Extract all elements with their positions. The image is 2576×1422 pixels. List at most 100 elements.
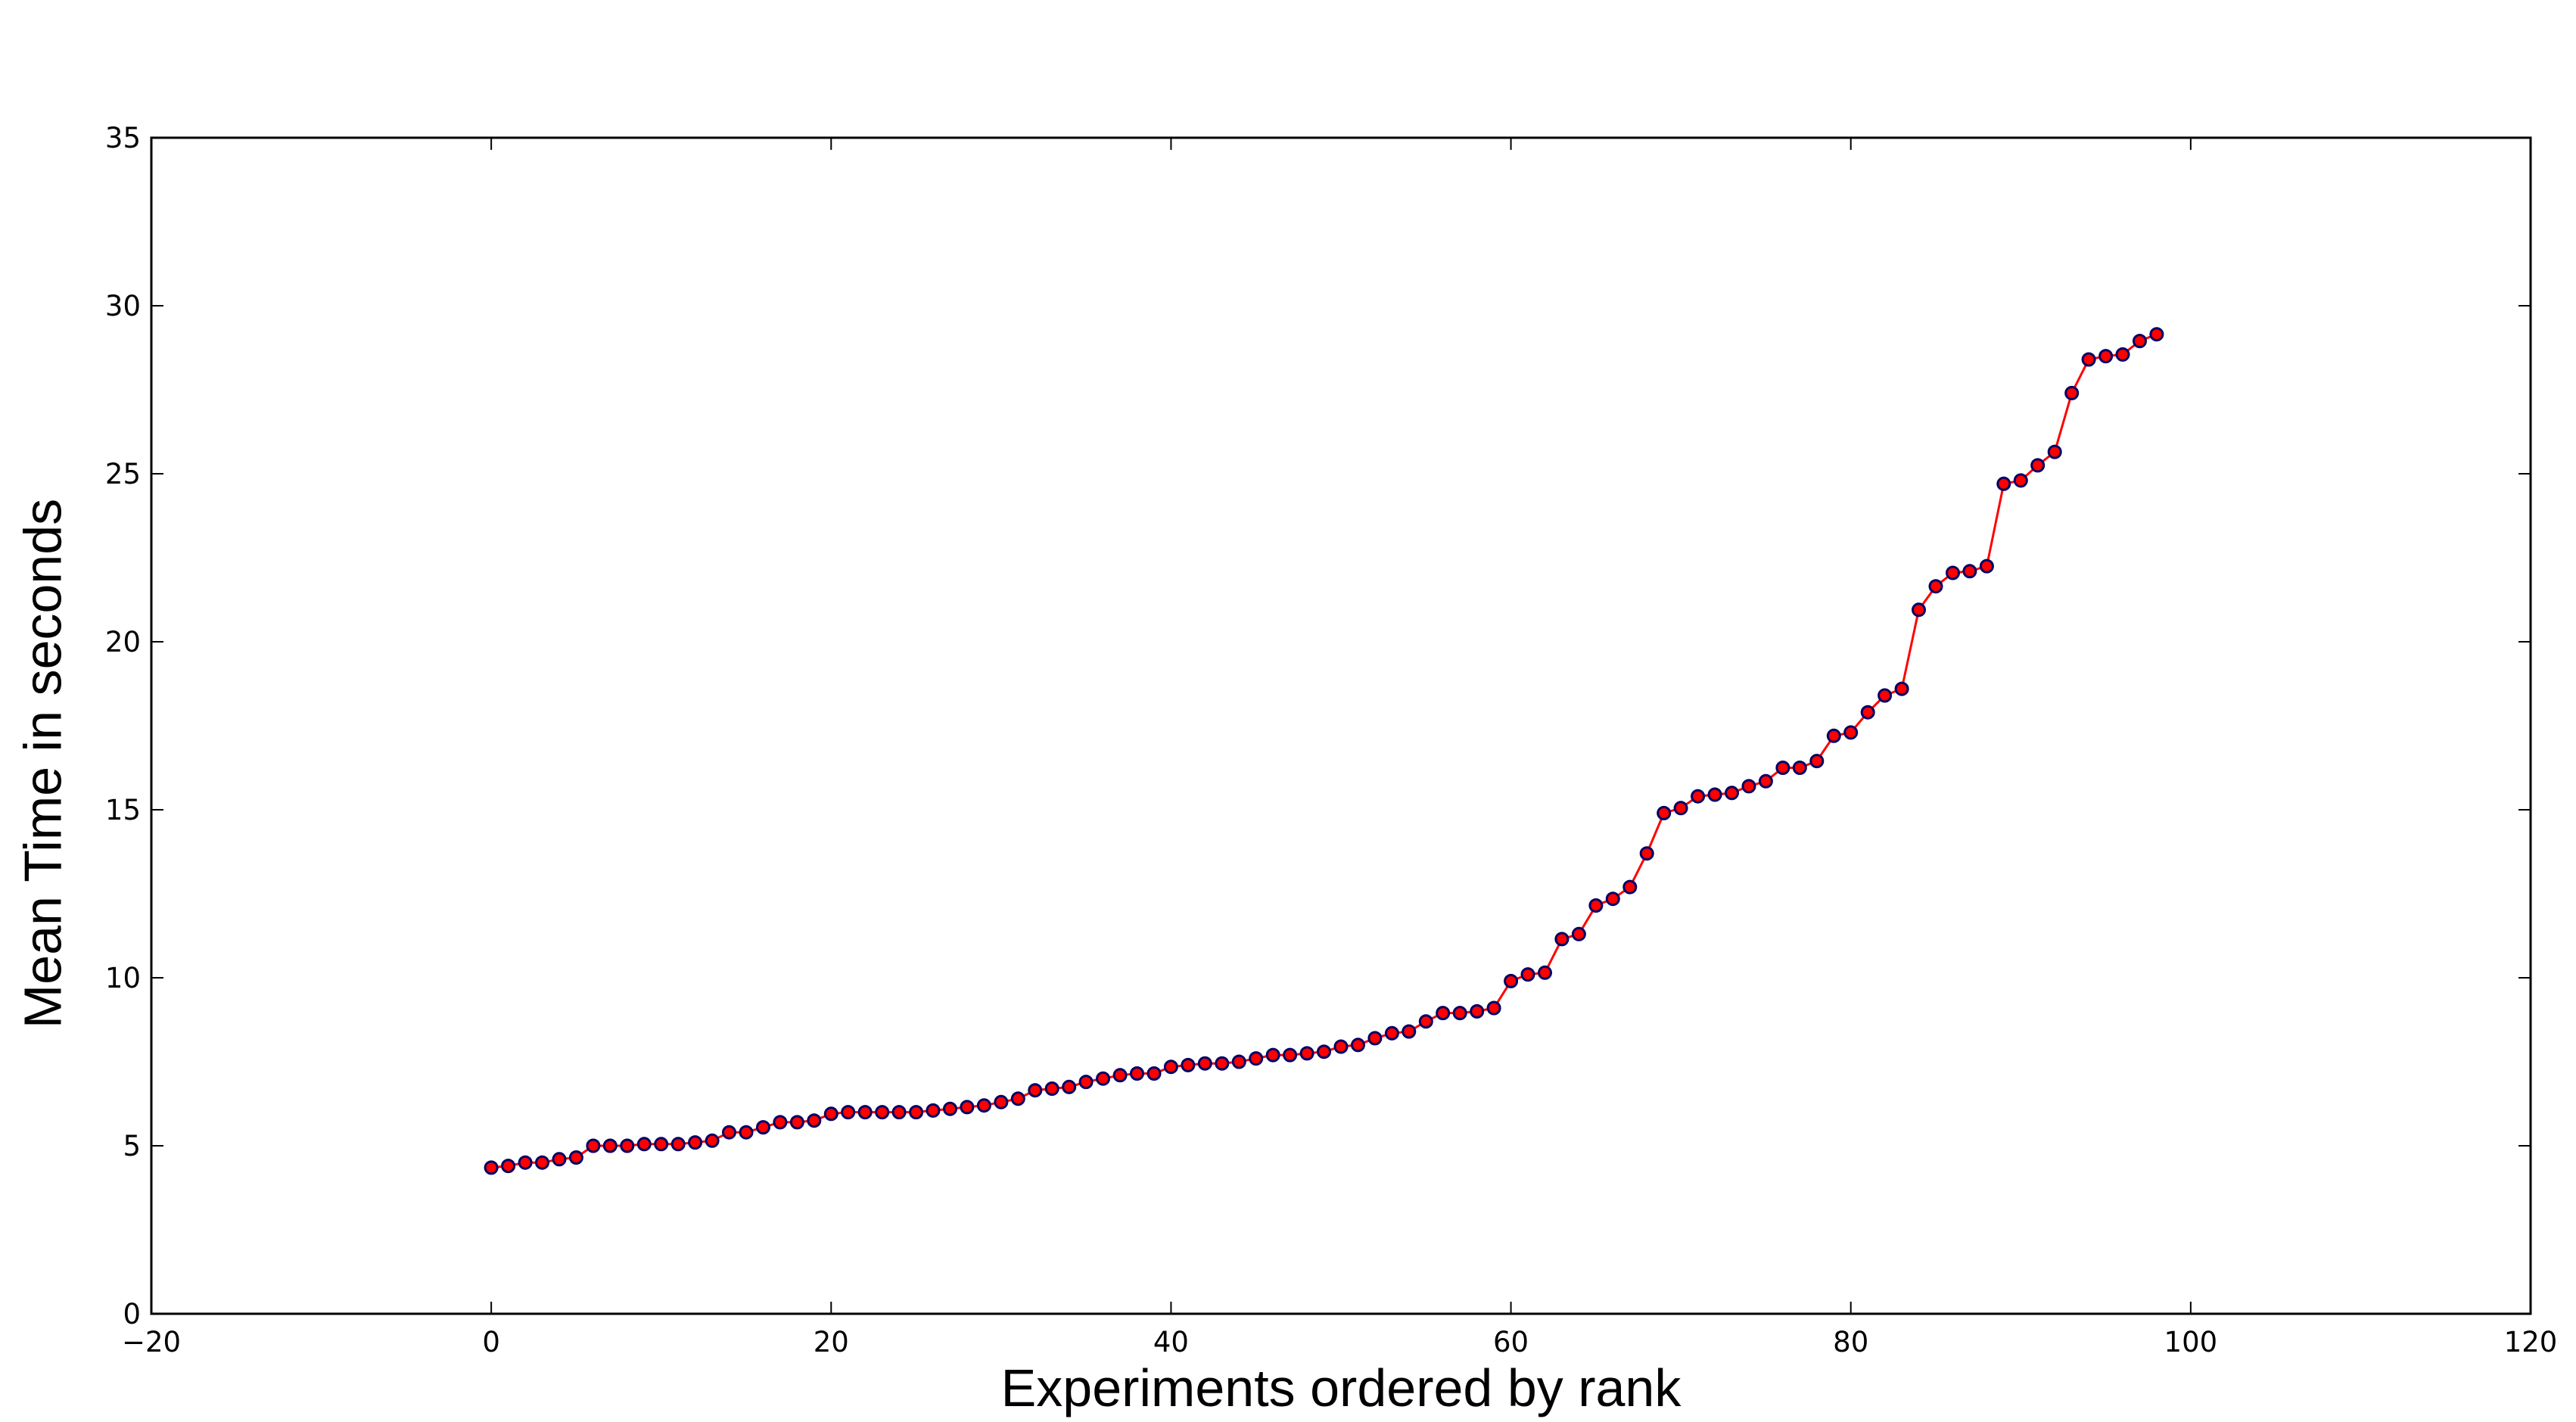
series-layer [484, 327, 2164, 1175]
data-point [2098, 349, 2114, 364]
data-point [2013, 473, 2028, 488]
data-point [773, 1115, 788, 1130]
data-point [535, 1155, 549, 1170]
data-point [1571, 926, 1586, 941]
data-point [1946, 565, 1960, 580]
data-point [823, 1106, 838, 1122]
y-tick-label: 15 [105, 794, 141, 826]
data-point [841, 1105, 856, 1120]
data-point [857, 1105, 873, 1120]
data-point [1130, 1066, 1144, 1081]
data-point [1588, 898, 1604, 913]
data-point [1146, 1066, 1162, 1081]
data-point [586, 1138, 601, 1153]
x-tick-label: 40 [1153, 1326, 1189, 1358]
x-tick-label: 80 [1833, 1326, 1868, 1358]
data-point [1928, 579, 1943, 594]
data-point [1010, 1091, 1025, 1106]
data-point [1317, 1044, 1331, 1059]
data-point [620, 1138, 635, 1153]
data-point [1367, 1031, 1383, 1046]
data-point [976, 1098, 991, 1113]
data-point [1249, 1051, 1264, 1066]
data-point [1418, 1014, 1433, 1029]
data-point [636, 1137, 652, 1152]
x-axis-title: Experiments ordered by rank [1001, 1358, 1682, 1417]
x-tick-label: 60 [1493, 1326, 1529, 1358]
data-point [1452, 1006, 1467, 1021]
data-point [1520, 967, 1535, 982]
data-point [943, 1101, 957, 1116]
data-point [1231, 1054, 1246, 1069]
data-point [1979, 559, 1994, 574]
data-point [1062, 1079, 1077, 1094]
data-point [1402, 1024, 1417, 1039]
data-point [891, 1105, 907, 1120]
plot-frame [150, 136, 2532, 1315]
data-point [1826, 728, 1841, 743]
y-tick-label: 10 [105, 962, 141, 994]
data-point [2047, 444, 2062, 459]
data-point [1673, 801, 1688, 816]
data-point [1283, 1047, 1298, 1063]
data-point [1351, 1038, 1365, 1053]
data-point [670, 1137, 686, 1152]
data-point [1078, 1075, 1094, 1090]
data-point [1912, 602, 1926, 618]
data-point [1163, 1059, 1178, 1075]
data-point [552, 1152, 567, 1167]
data-point [705, 1133, 720, 1148]
data-point [1215, 1056, 1230, 1071]
data-point [1775, 761, 1790, 775]
data-point [909, 1105, 924, 1120]
data-point [807, 1113, 822, 1128]
y-tick-label: 35 [105, 122, 141, 154]
data-point [926, 1103, 941, 1118]
data-point [654, 1137, 669, 1152]
data-point [1299, 1046, 1314, 1061]
data-point [484, 1160, 499, 1175]
data-point [1894, 681, 1909, 696]
data-point [960, 1100, 975, 1115]
data-point [756, 1120, 770, 1135]
data-point [2030, 458, 2046, 473]
y-axis-title: Mean Time in seconds [13, 499, 72, 1028]
y-tick-label: 25 [105, 458, 141, 490]
data-point [1096, 1071, 1111, 1086]
y-tick-label: 20 [105, 626, 141, 658]
data-point [1333, 1039, 1349, 1054]
data-point [501, 1159, 516, 1174]
data-point [568, 1150, 583, 1165]
data-point [1741, 779, 1756, 794]
data-point [994, 1094, 1009, 1109]
data-point [1197, 1056, 1212, 1071]
data-point [2133, 334, 2147, 349]
data-point [1044, 1081, 1059, 1096]
data-point [1962, 564, 1977, 579]
data-point [1538, 965, 1552, 980]
data-point [1996, 476, 2011, 491]
data-point [1691, 789, 1706, 804]
data-point [1181, 1057, 1196, 1072]
data-point [2115, 347, 2130, 362]
data-point [1725, 786, 1739, 801]
y-tick-label: 30 [105, 290, 141, 322]
data-point [602, 1138, 618, 1153]
x-tick-label: 20 [814, 1326, 849, 1358]
x-tick-label: 0 [482, 1326, 500, 1358]
data-point [1878, 688, 1893, 703]
data-point [688, 1135, 703, 1150]
data-point [1486, 1000, 1501, 1016]
data-point [1470, 1003, 1485, 1019]
data-point [1622, 879, 1638, 895]
data-point [1112, 1068, 1128, 1083]
data-point [1554, 932, 1570, 947]
data-point [1265, 1047, 1280, 1063]
x-tick-label: −20 [122, 1326, 181, 1358]
x-tick-label: 120 [2504, 1326, 2558, 1358]
data-point [2149, 327, 2164, 342]
data-point [2081, 352, 2096, 367]
data-point [1436, 1006, 1451, 1021]
